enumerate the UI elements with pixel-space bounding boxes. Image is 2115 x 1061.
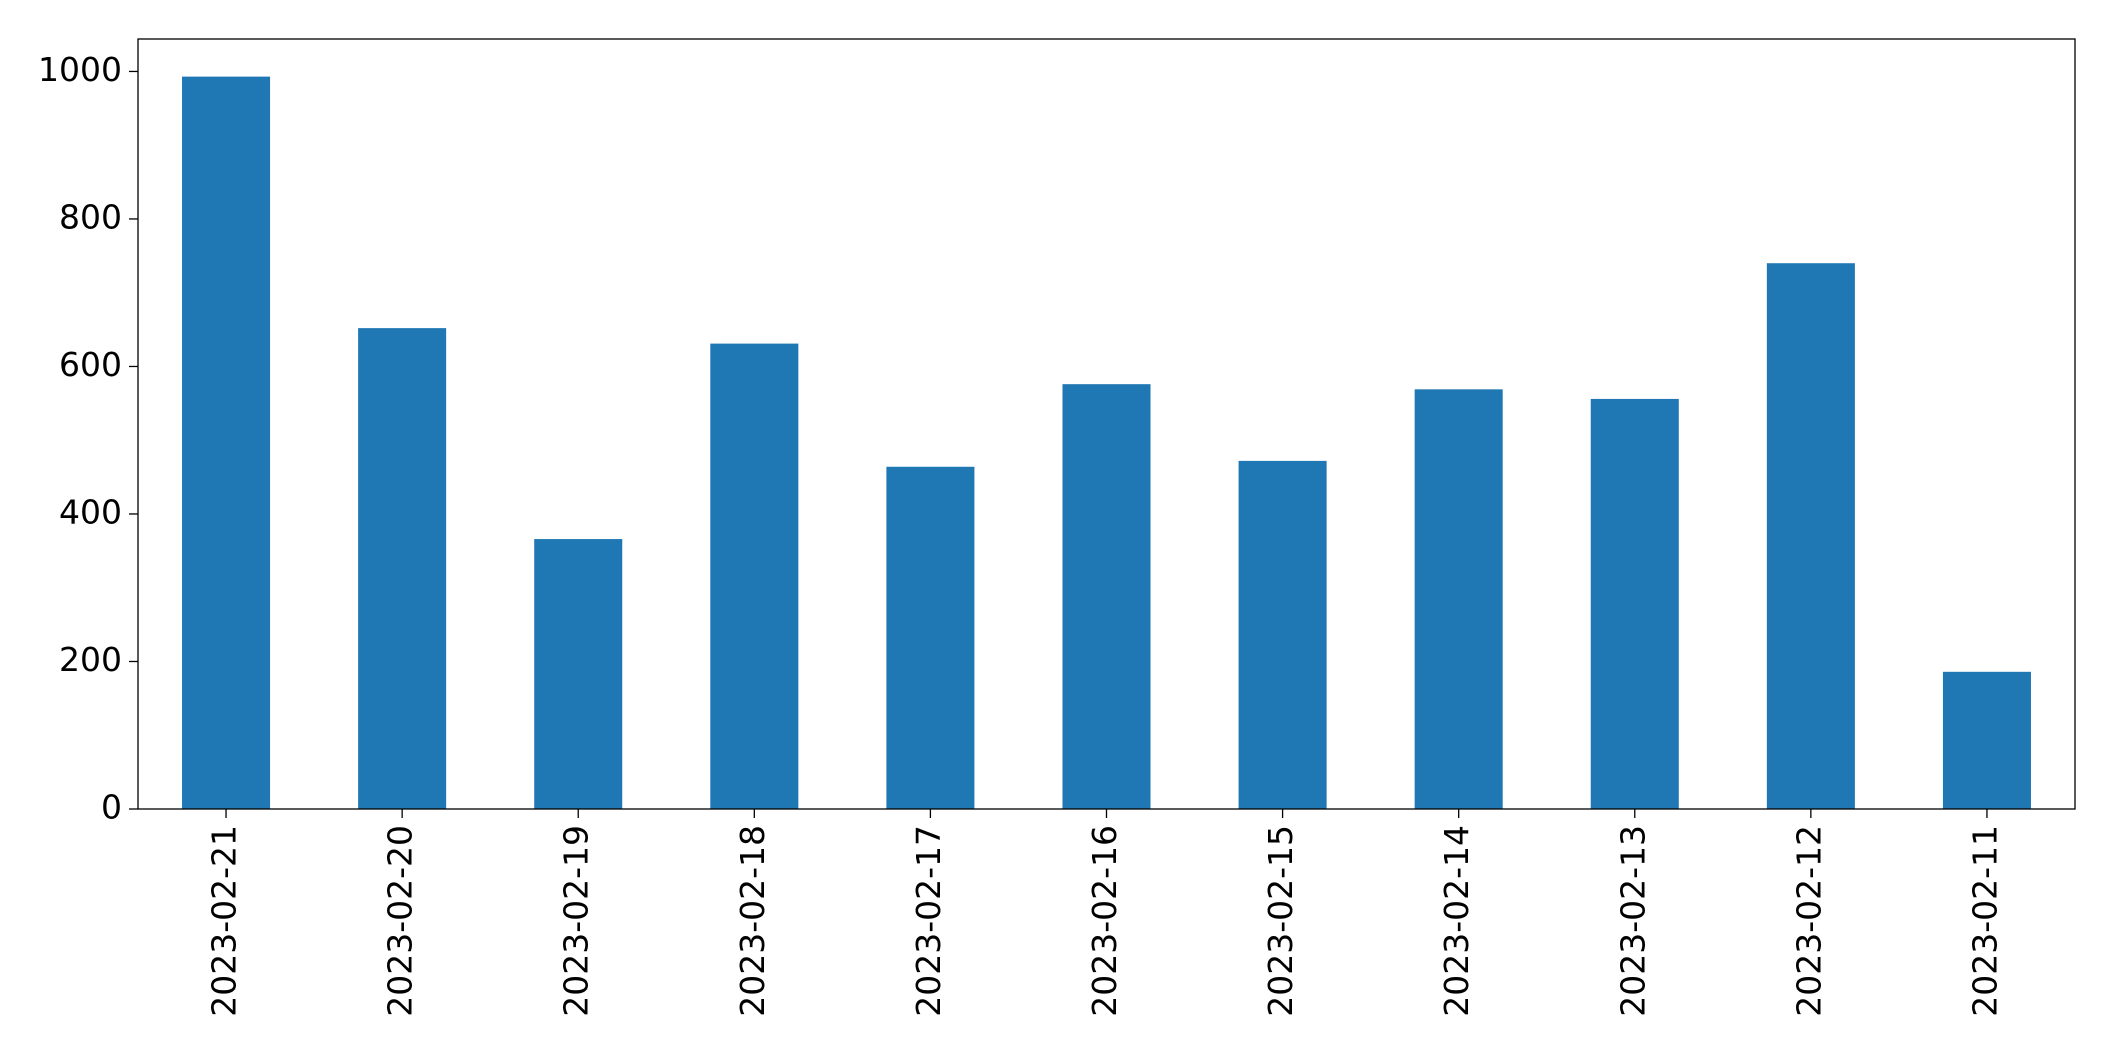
x-tick-label: 2023-02-21 — [205, 825, 244, 1017]
x-tick-label: 2023-02-20 — [381, 825, 420, 1017]
bar — [886, 466, 975, 809]
y-tick-label: 0 — [101, 788, 122, 827]
bar — [1766, 263, 1855, 809]
bar — [710, 343, 799, 809]
x-tick-label: 2023-02-18 — [733, 825, 772, 1017]
x-tick-label: 2023-02-15 — [1261, 825, 1300, 1017]
y-tick-label: 1000 — [38, 50, 122, 89]
x-tick-label: 2023-02-19 — [557, 825, 596, 1017]
x-tick-label: 2023-02-11 — [1965, 825, 2004, 1017]
y-tick-label: 200 — [59, 640, 122, 679]
x-tick-label: 2023-02-13 — [1613, 825, 1652, 1017]
x-tick-label: 2023-02-17 — [909, 825, 948, 1017]
bar — [1590, 398, 1679, 809]
bar — [1414, 389, 1503, 809]
y-tick-label: 400 — [59, 492, 122, 531]
x-tick-label: 2023-02-16 — [1085, 825, 1124, 1017]
y-tick-label: 600 — [59, 345, 122, 384]
bar — [1942, 671, 2031, 809]
plot-frame — [137, 38, 2076, 810]
bar — [534, 539, 623, 809]
bar — [358, 328, 447, 809]
x-tick-label: 2023-02-14 — [1437, 825, 1476, 1017]
y-tick-label: 800 — [59, 197, 122, 236]
bar — [1062, 384, 1151, 809]
bar — [182, 76, 271, 810]
x-tick-label: 2023-02-12 — [1789, 825, 1828, 1017]
bar — [1238, 460, 1327, 809]
